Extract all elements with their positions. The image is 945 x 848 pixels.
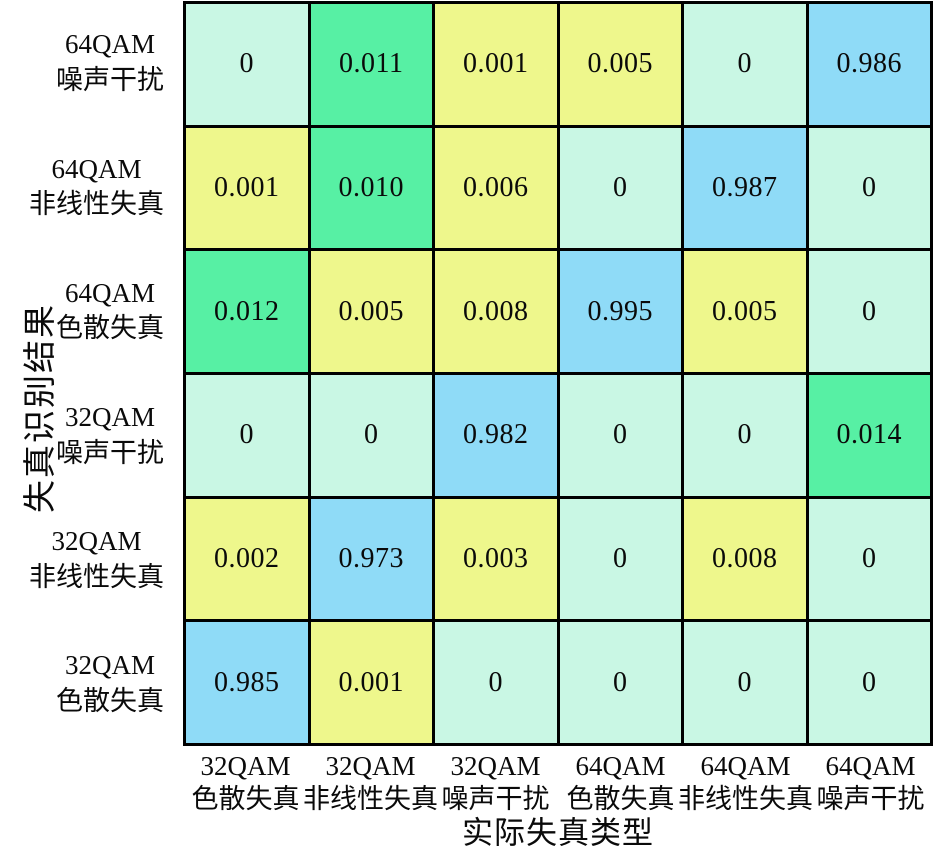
matrix-cell: 0.001 xyxy=(310,622,432,743)
row-label-text: 64QAM 色散失真 xyxy=(56,277,164,344)
matrix-cell: 0.982 xyxy=(435,374,557,496)
matrix-cell: 0.008 xyxy=(684,498,806,620)
matrix-cell: 0.005 xyxy=(559,4,681,125)
matrix-cell: 0.987 xyxy=(684,127,806,249)
row-label: 32QAM 噪声干扰 xyxy=(0,374,176,498)
row-label-text: 32QAM 非线性失真 xyxy=(29,526,164,592)
matrix-cell: 0.002 xyxy=(186,498,308,620)
matrix-cell: 0.001 xyxy=(435,4,557,125)
matrix-cell: 0.011 xyxy=(310,4,432,125)
column-label: 32QAM 色散失真 xyxy=(191,751,300,814)
column-label: 32QAM 非线性失真 xyxy=(303,751,438,814)
matrix-cell: 0 xyxy=(310,374,432,496)
matrix-cell: 0.012 xyxy=(186,251,308,372)
row-label-text: 64QAM 非线性失真 xyxy=(29,153,164,220)
column-label: 64QAM 色散失真 xyxy=(566,751,675,814)
row-label: 32QAM 非线性失真 xyxy=(0,498,176,622)
matrix-cell: 0.010 xyxy=(310,127,432,249)
row-label: 32QAM 色散失真 xyxy=(0,622,176,746)
matrix-cell: 0 xyxy=(808,127,930,249)
matrix-cell: 0 xyxy=(186,374,308,496)
matrix-cell: 0 xyxy=(808,498,930,620)
row-label: 64QAM 噪声干扰 xyxy=(0,1,176,125)
matrix-cell: 0.995 xyxy=(559,251,681,372)
matrix-cell: 0 xyxy=(684,622,806,743)
row-label-text: 32QAM 色散失真 xyxy=(56,650,164,716)
matrix-cell: 0 xyxy=(808,622,930,743)
matrix-cell: 0.001 xyxy=(186,127,308,249)
matrix-cell: 0 xyxy=(808,251,930,372)
row-label-text: 32QAM 噪声干扰 xyxy=(56,401,164,468)
matrix-cell: 0.005 xyxy=(684,251,806,372)
column-label: 32QAM 噪声干扰 xyxy=(441,751,550,814)
column-label: 64QAM 噪声干扰 xyxy=(816,751,925,814)
matrix-cell: 0.973 xyxy=(310,498,432,620)
column-label: 64QAM 非线性失真 xyxy=(678,751,813,814)
matrix-cell: 0.005 xyxy=(310,251,432,372)
row-label-text: 64QAM 噪声干扰 xyxy=(56,29,164,96)
matrix-cell: 0 xyxy=(559,498,681,620)
matrix-cell: 0 xyxy=(684,4,806,125)
matrix-cell: 0.006 xyxy=(435,127,557,249)
matrix-cell: 0.986 xyxy=(808,4,930,125)
matrix-cell: 0 xyxy=(684,374,806,496)
row-label: 64QAM 非线性失真 xyxy=(0,125,176,249)
matrix-cell: 0.008 xyxy=(435,251,557,372)
matrix-cell: 0.003 xyxy=(435,498,557,620)
confusion-matrix-grid: 0 0.011 0.001 0.005 0 0.986 0.001 0.010 0.006 0 0.… xyxy=(183,1,933,746)
matrix-cell: 0 xyxy=(559,622,681,743)
row-label: 64QAM 色散失真 xyxy=(0,249,176,373)
matrix-cell: 0 xyxy=(435,622,557,743)
matrix-cell: 0 xyxy=(186,4,308,125)
matrix-cell: 0.985 xyxy=(186,622,308,743)
matrix-cell: 0.014 xyxy=(808,374,930,496)
matrix-cell: 0 xyxy=(559,374,681,496)
matrix-cell: 0 xyxy=(559,127,681,249)
x-axis-title: 实际失真类型 xyxy=(462,815,654,848)
